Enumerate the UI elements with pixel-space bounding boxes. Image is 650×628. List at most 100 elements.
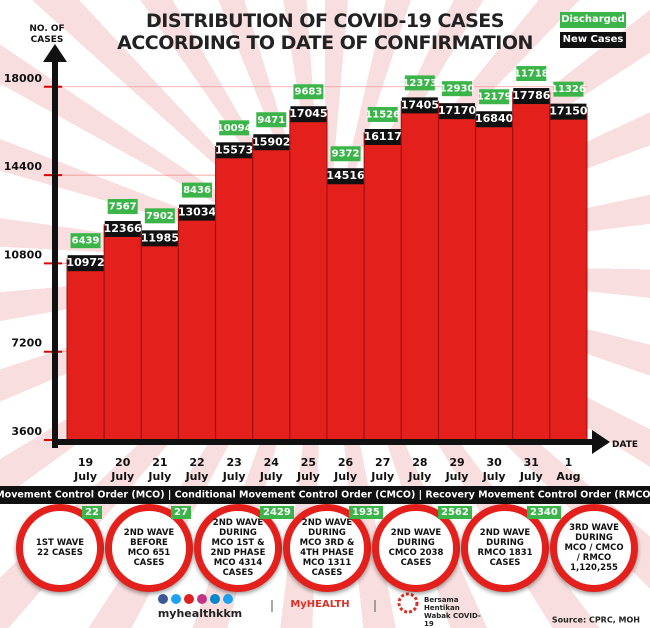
new-cases-label: 15573 xyxy=(215,143,253,156)
wave-text: 2ND WAVE DURING MCO 1ST & 2ND PHASE MCO … xyxy=(210,518,266,578)
new-cases-label-bg xyxy=(104,220,141,237)
x-tick-label: 26 July xyxy=(334,456,357,483)
logo: MyHEALTH xyxy=(290,599,349,610)
y-tick-label: 14400 xyxy=(4,160,43,173)
bar xyxy=(252,137,291,441)
new-cases-label: 16840 xyxy=(475,112,514,125)
discharged-label-text: 7902 xyxy=(146,211,174,222)
discharged-label-text: 11718 xyxy=(514,69,549,80)
y-tick-label: 7200 xyxy=(11,337,42,350)
discharged-label-text: 11326 xyxy=(551,84,586,95)
discharged-label xyxy=(404,75,435,91)
discharged-label xyxy=(330,146,361,162)
x-tick-label: 1 Aug xyxy=(556,456,581,483)
discharged-label xyxy=(70,233,101,249)
new-cases-label: 17786 xyxy=(512,89,551,102)
legend-entry: Discharged xyxy=(560,12,626,28)
wave-text: 2ND WAVE DURING CMCO 2038 CASES xyxy=(388,528,444,568)
new-cases-label-bg xyxy=(290,106,327,123)
x-tick-label: 30 July xyxy=(482,456,506,483)
new-cases-label: 14516 xyxy=(326,169,365,182)
new-cases-label-bg xyxy=(476,111,513,128)
new-cases-label: 12366 xyxy=(104,222,143,235)
new-cases-label: 10972 xyxy=(66,256,104,269)
wave-text: 1ST WAVE 22 CASES xyxy=(35,538,85,558)
bar xyxy=(512,91,551,441)
bar xyxy=(549,107,588,441)
discharged-label xyxy=(293,84,324,100)
bar xyxy=(437,106,477,441)
bar xyxy=(66,258,105,441)
new-cases-label-bg xyxy=(550,103,587,120)
wave-text: 2ND WAVE DURING RMCO 1831 CASES xyxy=(477,528,533,568)
banner: Movement Control Order (MCO) | Condition… xyxy=(0,490,650,501)
y-axis-label: NO. OF CASES xyxy=(29,24,65,45)
chart-title: DISTRIBUTION OF COVID-19 CASES xyxy=(146,10,504,32)
discharged-label-text: 9372 xyxy=(332,149,360,160)
bar xyxy=(215,145,254,441)
x-tick-label: 24 July xyxy=(259,456,283,483)
chart-subtitle: ACCORDING TO DATE OF CONFIRMATION xyxy=(117,32,533,54)
new-cases-label-bg xyxy=(141,230,178,247)
bar xyxy=(140,233,179,441)
wave-badge: 22 xyxy=(82,506,102,519)
bar xyxy=(363,132,402,441)
new-cases-label-bg xyxy=(253,134,290,151)
y-tick-label: 10800 xyxy=(4,248,43,261)
discharged-label-text: 12930 xyxy=(440,84,475,95)
bar xyxy=(400,100,439,441)
new-cases-label: 13034 xyxy=(178,206,217,219)
x-tick-label: 22 July xyxy=(185,456,209,483)
bar xyxy=(289,109,328,441)
new-cases-label-bg xyxy=(439,103,475,120)
banner-bg xyxy=(0,486,650,504)
discharged-label-text: 8436 xyxy=(183,185,211,196)
bar xyxy=(326,171,365,441)
wave-badge: 27 xyxy=(171,506,191,519)
legend-entry: New Cases xyxy=(560,32,626,48)
discharged-label xyxy=(367,106,398,122)
new-cases-label: 11985 xyxy=(141,231,179,244)
discharged-label-text: 7567 xyxy=(109,201,137,212)
x-axis-arrow xyxy=(592,430,610,454)
new-cases-label: 17045 xyxy=(289,107,327,120)
x-tick-label: 27 July xyxy=(371,456,395,483)
wave-circle: 2ND WAVE DURING CMCO 2038 CASES xyxy=(372,504,460,592)
x-tick-label: 23 July xyxy=(222,456,246,483)
discharged-label-text: 11526 xyxy=(365,109,400,120)
new-cases-label: 17150 xyxy=(549,105,588,118)
discharged-label xyxy=(442,81,472,97)
wave-circle: 1ST WAVE 22 CASES xyxy=(16,504,104,592)
new-cases-label-bg xyxy=(364,128,401,145)
x-tick-label: 20 July xyxy=(111,456,135,483)
campaign-icon xyxy=(397,592,419,614)
new-cases-label-bg xyxy=(179,204,215,221)
discharged-label xyxy=(107,198,138,214)
new-cases-label-bg xyxy=(216,142,253,159)
handle: myhealthkkm xyxy=(158,607,242,620)
y-tick-label: 18000 xyxy=(4,72,43,85)
discharged-label-text: 10094 xyxy=(217,123,252,134)
discharged-label xyxy=(182,182,212,198)
y-tick-label: 3600 xyxy=(11,425,42,438)
discharged-label-text: 12179 xyxy=(477,92,512,103)
x-axis-label: DATE xyxy=(612,440,639,450)
discharged-label-text: 9471 xyxy=(257,115,285,126)
x-tick-label: 31 July xyxy=(519,456,543,483)
wave-circle: 3RD WAVE DURING MCO / CMCO / RMCO 1,120,… xyxy=(550,504,638,592)
wave-text: 3RD WAVE DURING MCO / CMCO / RMCO 1,120,… xyxy=(564,523,624,573)
social-icons xyxy=(158,594,233,604)
new-cases-label: 16117 xyxy=(364,130,402,143)
new-cases-label-bg xyxy=(513,88,550,105)
bar xyxy=(103,224,142,441)
wave-badge: 2562 xyxy=(438,506,472,519)
x-tick-label: 28 July xyxy=(408,456,432,483)
wave-text: 2ND WAVE BEFORE MCO 651 CASES xyxy=(123,528,175,568)
discharged-label xyxy=(219,120,250,136)
x-tick-label: 21 July xyxy=(148,456,172,483)
x-tick-label: 29 July xyxy=(445,456,469,483)
source: Source: CPRC, MOH xyxy=(552,616,640,625)
wave-text: 2ND WAVE DURING MCO 3RD & 4TH PHASE MCO … xyxy=(299,518,355,578)
